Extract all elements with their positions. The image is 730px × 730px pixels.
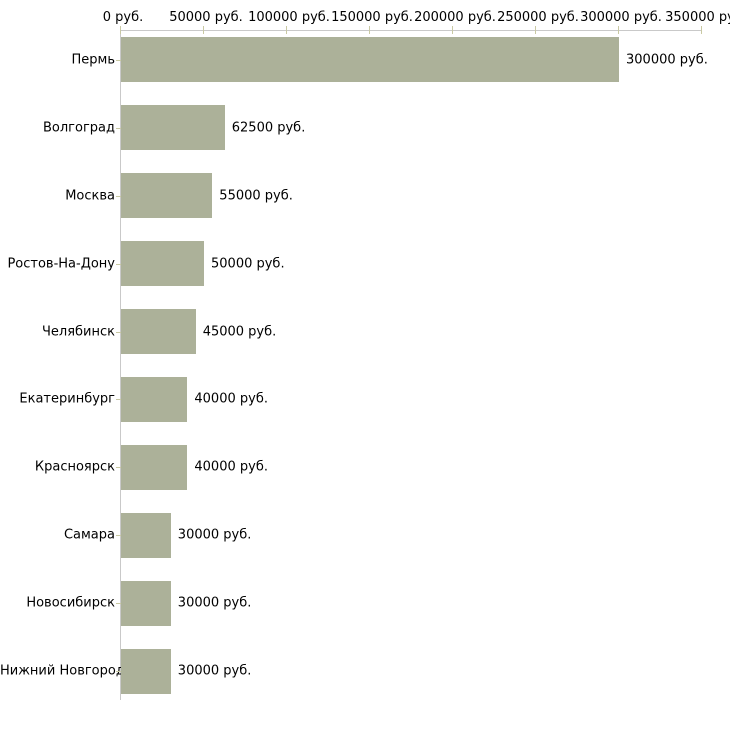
category-label: Ростов-На-Дону <box>7 256 115 272</box>
category-tick <box>116 127 121 129</box>
value-label: 300000 руб. <box>626 52 708 68</box>
x-axis-tick <box>369 26 370 34</box>
bar <box>121 512 171 558</box>
category-label: Красноярск <box>34 459 115 475</box>
value-label: 45000 руб. <box>202 324 277 339</box>
x-axis-tick <box>286 26 287 34</box>
x-axis-tick <box>203 26 204 34</box>
category-tick <box>116 603 121 605</box>
x-axis-tick-label: 150000 руб. <box>331 10 413 25</box>
x-axis-tick <box>701 26 702 34</box>
bar <box>121 444 188 490</box>
value-label: 40000 руб. <box>194 459 268 475</box>
category-label: Москва <box>65 188 115 204</box>
bar <box>121 376 188 422</box>
category-tick <box>116 195 121 197</box>
category-label: Челябинск <box>41 324 115 339</box>
value-label: 30000 руб. <box>177 595 252 611</box>
x-axis-tick-label: 100000 руб. <box>248 10 330 25</box>
x-axis-tick <box>618 26 619 34</box>
category-tick <box>116 331 121 333</box>
bar <box>121 37 619 83</box>
value-label: 50000 руб. <box>211 256 285 272</box>
category-label: Самара <box>63 527 115 543</box>
category-tick <box>116 467 121 469</box>
category-label: Нижний Новгород <box>0 663 125 679</box>
y-axis-line <box>120 30 121 700</box>
x-axis-tick-label: 350000 руб <box>665 10 730 25</box>
category-tick <box>116 671 121 672</box>
x-axis-line <box>120 30 702 31</box>
value-label: 62500 руб. <box>231 120 306 136</box>
x-axis-tick-label: 300000 руб. <box>580 10 662 25</box>
category-label: Волгоград <box>42 120 115 136</box>
x-axis-tick <box>120 26 121 34</box>
category-tick <box>116 59 121 61</box>
category-label: Новосибирск <box>26 595 115 611</box>
category-label: Пермь <box>71 52 116 68</box>
bar <box>121 648 171 694</box>
value-label: 40000 руб. <box>194 391 268 407</box>
category-tick <box>116 263 121 265</box>
bar <box>121 173 213 219</box>
category-tick <box>116 535 121 537</box>
value-label: 30000 руб. <box>177 527 252 543</box>
category-label: Екатеринбург <box>19 391 115 407</box>
x-axis-tick-label: 250000 руб. <box>497 10 579 25</box>
x-axis-tick <box>535 26 536 34</box>
x-axis-tick <box>452 26 453 34</box>
x-axis-tick-label: 0 руб. <box>102 10 144 25</box>
category-tick <box>116 399 121 401</box>
bar <box>121 105 225 151</box>
x-axis-tick-label: 50000 руб. <box>169 10 243 25</box>
x-axis-tick-label: 200000 руб. <box>414 10 496 25</box>
value-label: 30000 руб. <box>177 663 252 679</box>
value-label: 55000 руб. <box>219 188 293 204</box>
bar <box>121 309 196 354</box>
bar <box>121 241 204 287</box>
bar <box>121 580 171 626</box>
